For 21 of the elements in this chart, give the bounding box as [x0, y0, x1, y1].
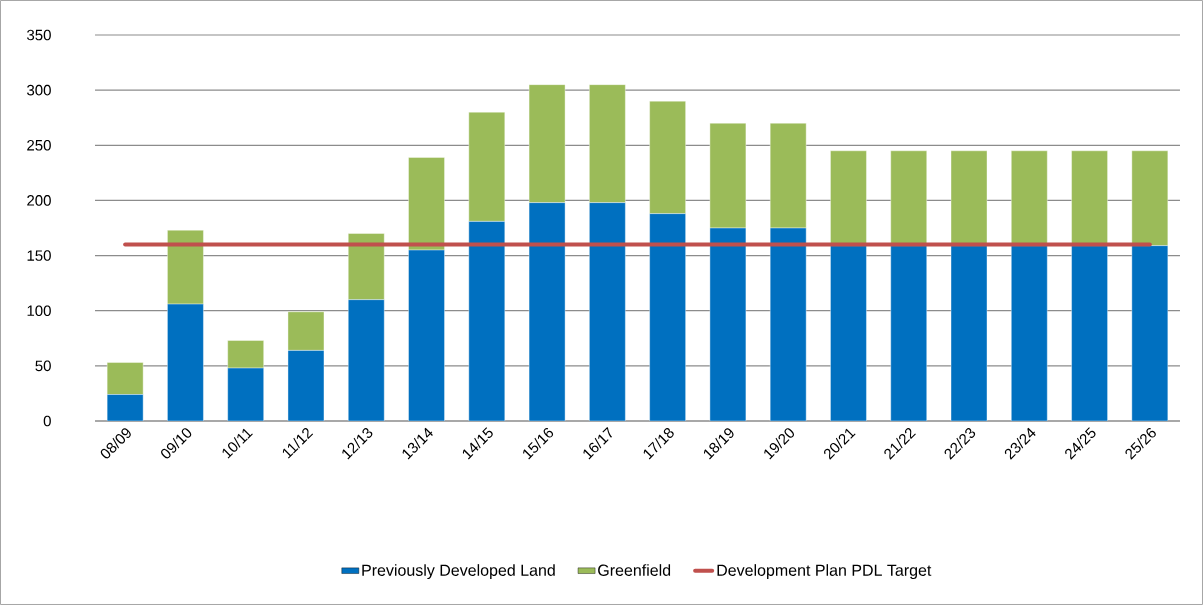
bar: [1071, 150, 1108, 246]
y-tick-label: 300: [27, 84, 51, 96]
y-tick-label: 50: [35, 360, 51, 372]
bar: [890, 150, 927, 246]
bar: [1011, 150, 1048, 246]
bar: [1071, 245, 1108, 421]
legend-label: Previously Developed Land: [362, 564, 555, 580]
bar: [890, 245, 927, 421]
bar: [950, 150, 988, 246]
bar: [950, 245, 988, 421]
y-tick-label: 150: [27, 250, 51, 261]
bar: [830, 245, 867, 421]
y-tick-label: 100: [27, 305, 51, 317]
y-tick-label: 250: [27, 139, 51, 151]
bar: [1011, 245, 1048, 421]
y-tick-label: 0: [43, 415, 51, 427]
legend-label: Development Plan PDL Target: [717, 564, 932, 580]
legend-label: Greenfield: [598, 564, 671, 576]
y-tick-label: 200: [27, 195, 51, 206]
bar: [830, 150, 867, 246]
y-tick-label: 350: [27, 29, 51, 41]
